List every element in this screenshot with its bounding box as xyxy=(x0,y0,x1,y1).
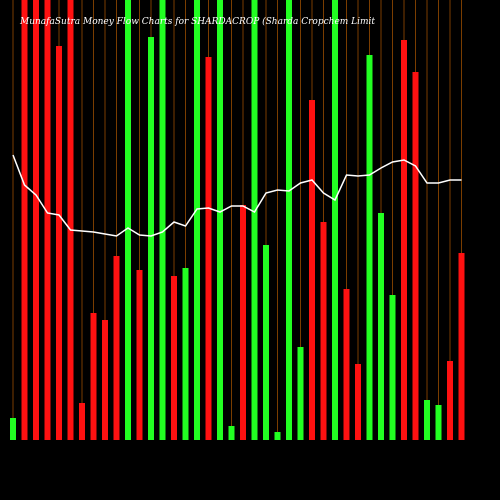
bar xyxy=(125,0,131,440)
bar xyxy=(171,276,177,440)
bar xyxy=(182,268,189,440)
bar xyxy=(194,0,200,440)
bar xyxy=(21,0,28,440)
bar xyxy=(44,0,51,440)
bar xyxy=(136,270,143,440)
chart-title: MunafaSutra Money Flow Charts for SHARDA… xyxy=(19,16,375,27)
bar xyxy=(251,0,258,440)
bar xyxy=(343,289,350,440)
bar xyxy=(332,0,338,440)
bar xyxy=(435,405,442,440)
bar xyxy=(458,253,465,440)
bar xyxy=(447,361,453,440)
bar xyxy=(102,320,108,440)
bar xyxy=(205,57,212,440)
bar xyxy=(366,55,373,440)
bar xyxy=(320,222,327,440)
bar xyxy=(56,46,62,440)
bar xyxy=(79,403,85,440)
bars xyxy=(10,0,465,440)
bar xyxy=(240,205,246,440)
bar xyxy=(424,400,430,440)
bar xyxy=(10,418,16,440)
bar xyxy=(33,0,39,440)
bar xyxy=(412,72,419,440)
bar xyxy=(263,245,269,440)
bar xyxy=(217,0,223,440)
bar xyxy=(67,0,74,440)
bar xyxy=(228,426,235,440)
bar xyxy=(90,313,97,440)
bar xyxy=(274,432,281,440)
bar xyxy=(148,37,154,440)
bar xyxy=(113,256,120,440)
bar xyxy=(297,347,304,440)
bar xyxy=(401,40,407,440)
bar xyxy=(389,295,396,440)
bar xyxy=(355,364,361,440)
flow-line xyxy=(12,154,462,237)
bar xyxy=(286,0,292,440)
bar xyxy=(309,100,315,440)
bar xyxy=(159,0,166,440)
bar xyxy=(378,213,384,440)
